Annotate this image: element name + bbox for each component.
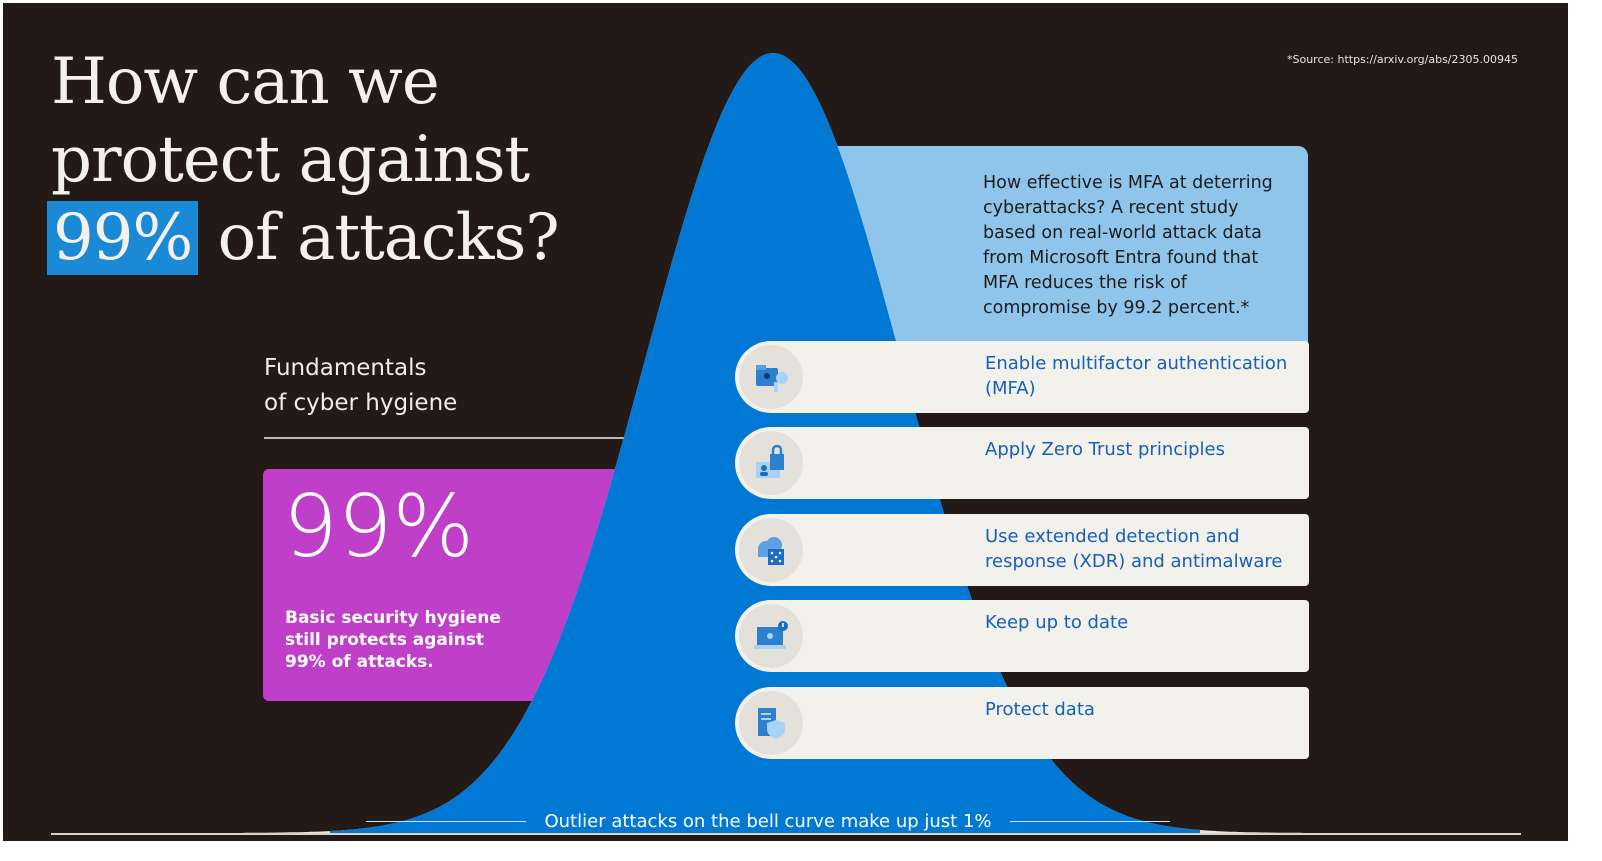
mfa-note-text: How effective is MFA at deterring cybera… [983, 173, 1273, 318]
stat-card: 99% Basic security hygiene still protect… [263, 469, 623, 701]
headline-line-1: How can we [51, 45, 440, 119]
fundamentals-heading: Fundamentals of cyber hygiene [264, 351, 457, 421]
headline-line-3: of attacks? [217, 201, 560, 275]
left-arrow-icon [366, 820, 527, 822]
practice-label: Use extended detection and response (XDR… [985, 526, 1283, 572]
practice-label: Protect data [985, 699, 1095, 720]
practice-row: Use extended detection and response (XDR… [735, 514, 1309, 586]
practice-row: Enable multifactor authentication (MFA) [735, 341, 1309, 413]
practice-row: Apply Zero Trust principles [735, 427, 1309, 499]
right-arrow-icon [1009, 820, 1170, 822]
fundamentals-line-2: of cyber hygiene [264, 390, 458, 416]
folder-lock-key-icon [739, 345, 803, 409]
practice-row: Protect data [735, 687, 1309, 759]
outlier-caption: Outlier attacks on the bell curve make u… [333, 801, 1203, 841]
stat-text: Basic security hygiene still protects ag… [285, 608, 501, 672]
headline-line-2: protect against [51, 123, 530, 197]
headline-highlight: 99% [47, 201, 199, 275]
source-citation: *Source: https://arxiv.org/abs/2305.0094… [1287, 53, 1518, 66]
practice-row: Keep up to date [735, 600, 1309, 672]
practice-label: Keep up to date [985, 612, 1129, 633]
laptop-alert-icon [739, 604, 803, 668]
user-lock-icon [739, 431, 803, 495]
headline: How can we protect against 99% of attack… [47, 43, 560, 277]
baseline [51, 833, 1521, 835]
practice-label: Apply Zero Trust principles [985, 439, 1226, 460]
outlier-label: Outlier attacks on the bell curve make u… [544, 810, 992, 832]
fundamentals-line-1: Fundamentals [264, 355, 427, 381]
divider [264, 437, 624, 439]
stat-value: 99% [283, 477, 475, 577]
cloud-grid-icon [739, 518, 803, 582]
document-shield-icon [739, 691, 803, 755]
practice-label: Enable multifactor authentication (MFA) [985, 353, 1288, 399]
infographic: How can we protect against 99% of attack… [3, 3, 1568, 841]
